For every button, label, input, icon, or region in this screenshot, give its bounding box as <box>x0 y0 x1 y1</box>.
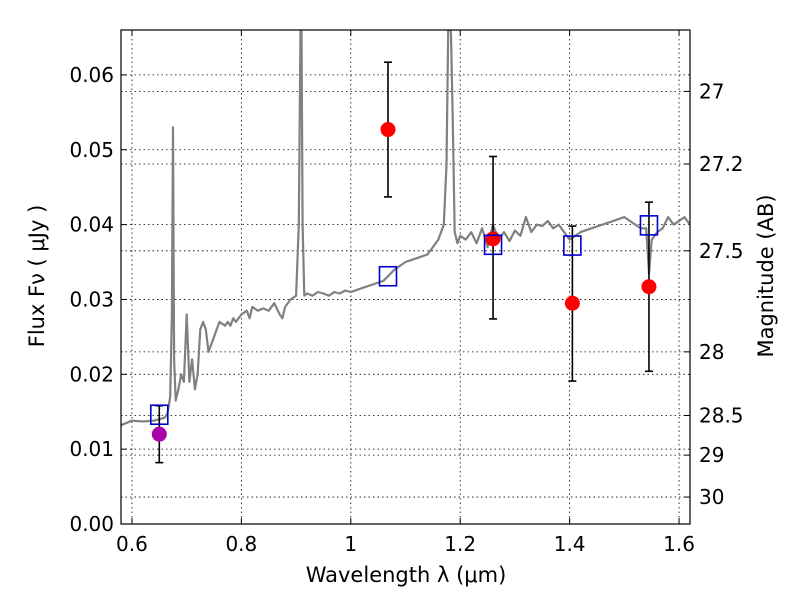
x-tick-label: 1.6 <box>663 532 695 556</box>
y2-axis-label: Magnitude (AB) <box>754 194 778 357</box>
y2-tick-label: 30 <box>699 485 724 509</box>
model-photometry-squares <box>149 215 659 426</box>
y2-tick-label: 28 <box>699 340 724 364</box>
y-tick-label: 0.02 <box>69 362 114 386</box>
x-axis-ticks: 0.6 0.8 1 1.2 1.4 1.6 <box>116 30 695 556</box>
model-spectrum-line <box>121 30 690 427</box>
x-tick-label: 1.2 <box>444 532 476 556</box>
x-tick-label: 0.8 <box>225 532 257 556</box>
y2-tick-label: 27.5 <box>699 239 744 263</box>
model-photometry-square <box>149 404 169 426</box>
y2-axis-ticks: 27 27.2 27.5 28 28.5 29 30 <box>684 79 744 509</box>
observed-point <box>564 295 580 311</box>
y-tick-label: 0.01 <box>69 437 114 461</box>
model-photometry-square <box>563 235 582 256</box>
observed-point <box>151 426 167 442</box>
y-tick-label: 0.06 <box>69 63 114 87</box>
y-tick-label: 0.05 <box>69 138 114 162</box>
y-tick-label: 0.04 <box>69 213 114 237</box>
y-axis-ticks: 0.00 0.01 0.02 0.03 0.04 0.05 0.06 <box>69 63 127 536</box>
plot-frame <box>120 29 691 525</box>
observed-point <box>641 279 657 295</box>
observed-point <box>380 122 396 138</box>
x-axis-label: Wavelength λ (μm) <box>306 563 507 587</box>
y-axis-label: Flux Fν ( μJy ) <box>25 205 49 348</box>
x-tick-label: 1.4 <box>554 532 586 556</box>
x-tick-label: 0.6 <box>116 532 148 556</box>
plot-area <box>121 30 690 427</box>
y-tick-label: 0.03 <box>69 287 114 311</box>
y2-tick-label: 27 <box>699 79 724 103</box>
x-tick-label: 1 <box>344 532 357 556</box>
observed-points <box>151 122 657 442</box>
model-photometry-square <box>639 215 659 236</box>
y2-tick-label: 28.5 <box>699 403 744 427</box>
model-photometry-square <box>378 265 398 287</box>
model-photometry-square <box>483 234 503 256</box>
y2-tick-label: 27.2 <box>699 152 744 176</box>
observed-point <box>485 231 501 247</box>
y-tick-label: 0.00 <box>69 512 114 536</box>
y2-tick-label: 29 <box>699 443 724 467</box>
